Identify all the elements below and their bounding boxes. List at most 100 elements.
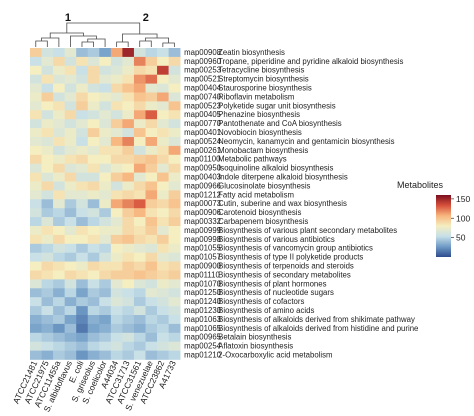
heatmap-cell (99, 297, 112, 307)
heatmap-cell (87, 65, 100, 75)
row-label-id: map00950 (184, 164, 222, 173)
heatmap-cell (87, 74, 100, 84)
heatmap-cell (157, 306, 169, 316)
heatmap-cell (99, 261, 112, 271)
heatmap-cell (133, 145, 146, 156)
heatmap-cell (157, 217, 169, 227)
row-label-id: map00906 (184, 208, 221, 217)
heatmap-cell (87, 270, 100, 280)
heatmap-cell (30, 243, 42, 253)
heatmap-cell (53, 234, 65, 245)
heatmap-cell (30, 323, 42, 334)
heatmap-cell (30, 234, 42, 245)
heatmap-cell (157, 110, 169, 120)
heatmap-cell (133, 270, 146, 280)
heatmap-cell (122, 234, 135, 245)
heatmap-cell (145, 154, 158, 164)
row-label-name: Biosynthesis of type II polyketide produ… (218, 253, 363, 262)
heatmap-cell (157, 226, 169, 236)
heatmap-cell (122, 101, 135, 111)
row-label-name: Biosynthesis of alkaloids derived from h… (218, 324, 418, 333)
heatmap-cell (87, 341, 100, 351)
row-label-name: Polyketide sugar unit biosynthesis (218, 101, 336, 110)
heatmap-cell (87, 128, 100, 138)
heatmap-cell (110, 279, 123, 289)
heatmap-cell (30, 332, 42, 342)
heatmap-cell (133, 297, 146, 307)
heatmap-cell (30, 128, 42, 138)
heatmap-cell (99, 137, 112, 147)
row-label-name: Pantothenate and CoA biosynthesis (218, 119, 342, 128)
row-label-name: Riboflavin metabolism (218, 92, 294, 101)
heatmap-cell (53, 350, 65, 360)
row-label-name: Cutin, suberine and wax biosynthesis (218, 199, 347, 208)
heatmap-cell (110, 297, 123, 307)
heatmap-cell (41, 145, 54, 156)
heatmap-cell (168, 288, 181, 298)
heatmap-cell (30, 226, 42, 236)
heatmap-cell (133, 181, 146, 191)
row-label: map00770Pantothenate and CoA biosynthesi… (184, 119, 342, 128)
heatmap-cell (168, 92, 181, 102)
heatmap-cell (145, 226, 158, 236)
heatmap-cell (76, 83, 89, 93)
heatmap-cell (168, 74, 181, 84)
heatmap-cell (133, 154, 146, 164)
heatmap-cell (76, 306, 89, 316)
heatmap-cell (64, 226, 77, 236)
row-label-id: map01210 (184, 351, 222, 360)
row-label-name: Biosynthesis of terpenoids and steroids (218, 262, 354, 271)
heatmap-cell (133, 261, 146, 271)
heatmap-cell (64, 137, 77, 147)
heatmap-cell (133, 288, 146, 298)
heatmap-cell (168, 279, 181, 289)
heatmap-cell (133, 252, 146, 262)
row-label-id: map00908 (184, 48, 221, 57)
heatmap-cell (64, 181, 77, 191)
heatmap-cell (110, 288, 123, 298)
dendrogram-branch (81, 41, 94, 47)
heatmap-cell (53, 288, 65, 298)
heatmap-cell (30, 145, 42, 156)
heatmap-cell (122, 110, 135, 120)
heatmap-cell (99, 74, 112, 84)
heatmap-cell (99, 172, 112, 182)
colorbar-gradient (436, 195, 451, 257)
heatmap-cell (168, 332, 181, 342)
heatmap-cell (145, 74, 158, 84)
heatmap-cell (99, 199, 112, 209)
heatmap-cell (157, 279, 169, 289)
heatmap-cell (99, 163, 112, 173)
heatmap-cell (41, 190, 54, 200)
heatmap-cell (122, 217, 135, 227)
row-label-id: map00966 (184, 181, 221, 190)
heatmap-cell (76, 226, 89, 236)
row-label-name: 2-Oxocarboxylic acid metabolism (218, 351, 332, 360)
heatmap-cell (157, 208, 169, 218)
heatmap-cell (76, 199, 89, 209)
heatmap-cell (157, 56, 169, 67)
row-label-id: map00900 (184, 262, 222, 271)
heatmap-cell (87, 48, 100, 58)
heatmap-cell (122, 332, 135, 342)
heatmap-cell (122, 323, 135, 334)
row-label: map00965Betalain biosynthesis (184, 333, 291, 342)
heatmap-cell (30, 306, 42, 316)
heatmap-cell (76, 154, 89, 164)
heatmap-cell (64, 154, 77, 164)
heatmap-cell (76, 217, 89, 227)
heatmap-cell (157, 288, 169, 298)
cluster-label: 2 (143, 12, 149, 24)
dendrogram-branch (87, 38, 106, 47)
heatmap-cell (41, 226, 54, 236)
row-label-id: map01063 (184, 315, 221, 324)
heatmap-cell (110, 252, 123, 262)
heatmap-cell (122, 56, 135, 67)
heatmap-cell (99, 226, 112, 236)
heatmap-cell (87, 56, 100, 67)
heatmap-cell (30, 181, 42, 191)
heatmap-cell (76, 252, 89, 262)
heatmap-cell (168, 270, 181, 280)
heatmap-cell (168, 119, 181, 129)
heatmap-cell (76, 323, 89, 334)
